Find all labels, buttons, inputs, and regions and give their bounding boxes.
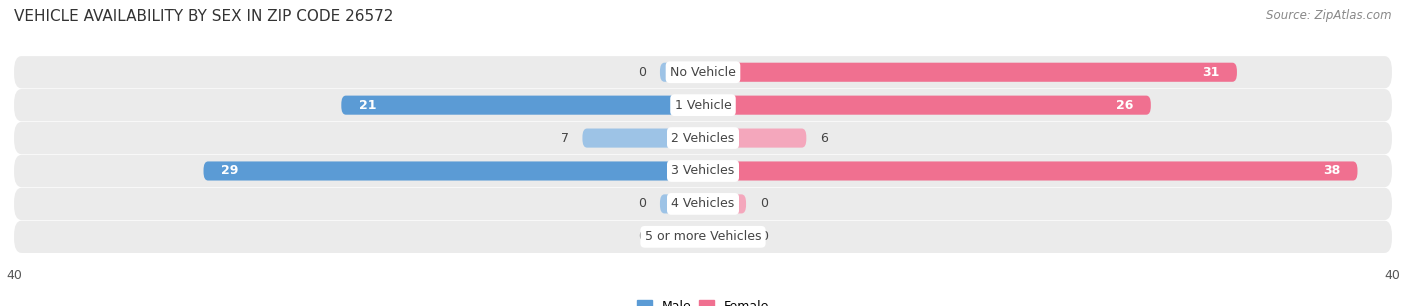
Text: 2 Vehicles: 2 Vehicles <box>672 132 734 144</box>
Text: Source: ZipAtlas.com: Source: ZipAtlas.com <box>1267 9 1392 22</box>
FancyBboxPatch shape <box>14 89 1392 121</box>
FancyBboxPatch shape <box>703 63 1237 82</box>
Text: 29: 29 <box>221 165 238 177</box>
FancyBboxPatch shape <box>659 194 703 214</box>
Text: 38: 38 <box>1323 165 1340 177</box>
FancyBboxPatch shape <box>703 129 807 147</box>
Text: 4 Vehicles: 4 Vehicles <box>672 197 734 211</box>
Text: 31: 31 <box>1202 66 1219 79</box>
Text: 7: 7 <box>561 132 568 144</box>
FancyBboxPatch shape <box>703 227 747 246</box>
FancyBboxPatch shape <box>14 221 1392 253</box>
Text: 3 Vehicles: 3 Vehicles <box>672 165 734 177</box>
FancyBboxPatch shape <box>204 162 703 181</box>
FancyBboxPatch shape <box>703 194 747 214</box>
FancyBboxPatch shape <box>14 188 1392 220</box>
FancyBboxPatch shape <box>659 63 703 82</box>
FancyBboxPatch shape <box>14 122 1392 154</box>
Text: 0: 0 <box>638 66 647 79</box>
FancyBboxPatch shape <box>703 95 1152 115</box>
Text: 1 Vehicle: 1 Vehicle <box>675 99 731 112</box>
FancyBboxPatch shape <box>703 162 1358 181</box>
Text: 0: 0 <box>759 197 768 211</box>
FancyBboxPatch shape <box>659 227 703 246</box>
FancyBboxPatch shape <box>14 155 1392 187</box>
Text: 0: 0 <box>759 230 768 243</box>
FancyBboxPatch shape <box>582 129 703 147</box>
Text: 0: 0 <box>638 197 647 211</box>
Text: 21: 21 <box>359 99 375 112</box>
Text: No Vehicle: No Vehicle <box>671 66 735 79</box>
Text: 5 or more Vehicles: 5 or more Vehicles <box>645 230 761 243</box>
FancyBboxPatch shape <box>342 95 703 115</box>
Text: VEHICLE AVAILABILITY BY SEX IN ZIP CODE 26572: VEHICLE AVAILABILITY BY SEX IN ZIP CODE … <box>14 9 394 24</box>
FancyBboxPatch shape <box>14 56 1392 88</box>
Text: 6: 6 <box>820 132 828 144</box>
Text: 0: 0 <box>638 230 647 243</box>
Text: 26: 26 <box>1116 99 1133 112</box>
Legend: Male, Female: Male, Female <box>631 295 775 306</box>
